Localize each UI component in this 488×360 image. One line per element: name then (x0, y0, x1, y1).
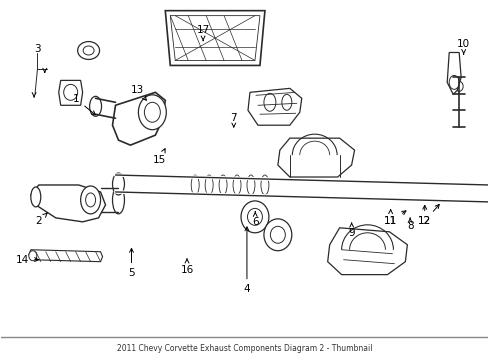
Polygon shape (327, 228, 407, 275)
Text: 2011 Chevy Corvette Exhaust Components Diagram 2 - Thumbnail: 2011 Chevy Corvette Exhaust Components D… (117, 344, 371, 353)
Ellipse shape (83, 46, 94, 55)
Ellipse shape (241, 201, 268, 233)
Ellipse shape (264, 93, 275, 111)
Ellipse shape (31, 187, 41, 207)
Polygon shape (447, 53, 460, 94)
Text: 16: 16 (180, 259, 193, 275)
Text: 2: 2 (36, 213, 47, 226)
Text: 7: 7 (230, 113, 237, 127)
Polygon shape (59, 80, 82, 105)
Ellipse shape (144, 102, 160, 122)
Ellipse shape (233, 175, 241, 195)
Ellipse shape (81, 186, 101, 214)
Text: 11: 11 (383, 210, 396, 226)
Ellipse shape (247, 208, 262, 225)
Ellipse shape (85, 193, 95, 207)
Text: 15: 15 (152, 149, 165, 165)
Ellipse shape (454, 81, 462, 91)
Text: 12: 12 (417, 206, 430, 226)
Text: 4: 4 (243, 227, 250, 294)
Text: 8: 8 (406, 218, 412, 231)
Polygon shape (247, 88, 301, 125)
Text: 3: 3 (34, 44, 41, 54)
Ellipse shape (112, 186, 124, 214)
Polygon shape (165, 11, 264, 66)
Ellipse shape (138, 95, 166, 130)
Ellipse shape (448, 75, 458, 89)
Ellipse shape (264, 219, 291, 251)
Text: 9: 9 (347, 222, 354, 238)
Polygon shape (112, 92, 165, 145)
Text: 1: 1 (73, 94, 95, 115)
Polygon shape (31, 185, 105, 222)
Ellipse shape (219, 175, 226, 195)
Ellipse shape (191, 175, 199, 195)
Ellipse shape (246, 175, 254, 195)
Text: 6: 6 (251, 212, 258, 227)
Ellipse shape (261, 175, 268, 195)
Text: 11: 11 (383, 211, 405, 226)
Text: 14: 14 (16, 255, 39, 265)
Ellipse shape (63, 84, 78, 100)
Ellipse shape (112, 173, 124, 195)
Ellipse shape (281, 94, 291, 110)
Text: 10: 10 (456, 39, 469, 54)
Ellipse shape (78, 41, 100, 59)
Polygon shape (29, 250, 102, 262)
Ellipse shape (270, 226, 285, 243)
Polygon shape (277, 138, 354, 177)
Text: 12: 12 (417, 204, 438, 226)
Text: 13: 13 (130, 85, 146, 100)
Text: 17: 17 (196, 25, 209, 41)
Ellipse shape (29, 251, 37, 261)
Text: 5: 5 (128, 248, 135, 278)
Ellipse shape (89, 96, 102, 116)
Ellipse shape (205, 175, 213, 195)
